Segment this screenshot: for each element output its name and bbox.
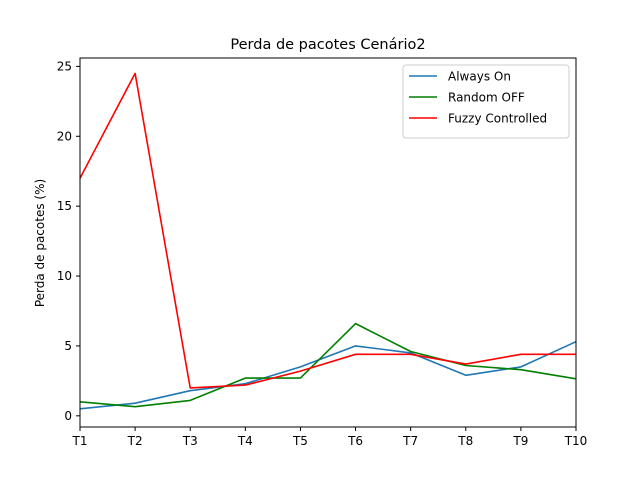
y-tick-label: 0 [64,409,72,423]
y-tick-label: 25 [57,59,72,73]
x-tick-label: T3 [182,434,198,448]
x-tick-label: T2 [127,434,143,448]
y-tick-label: 10 [57,269,72,283]
legend-label: Always On [448,70,511,84]
legend-box [402,64,570,139]
series-line-fuzzy-controlled [79,72,576,389]
chart-title: Perda de pacotes Cenário2 [230,37,425,53]
legend-label: Fuzzy Controlled [448,112,547,126]
x-axis-ticks: T1 T2 T3 T4 T5 T6 T7 T8 T9 T10 [72,427,588,448]
series-line-random-off [79,322,577,408]
y-tick-label: 20 [57,129,72,143]
plot-frame [79,57,577,428]
x-tick-label: T9 [512,434,528,448]
x-tick-label: T7 [402,434,418,448]
x-tick-label: T8 [457,434,473,448]
x-tick-label: T4 [237,434,253,448]
x-tick-label: T10 [564,434,588,448]
legend: Always On Random OFF Fuzzy Controlled [402,64,570,139]
legend-label: Random OFF [448,91,525,105]
x-tick-label: T5 [292,434,308,448]
x-tick-label: T1 [72,434,88,448]
y-tick-label: 5 [64,339,72,353]
series-line-always-on [79,340,577,410]
y-axis-ticks: 0 5 10 15 20 25 [57,59,80,423]
x-tick-label: T6 [347,434,363,448]
y-tick-label: 15 [57,199,72,213]
y-axis-label: Perda de pacotes (%) [33,179,47,307]
plot-lines [79,72,577,410]
